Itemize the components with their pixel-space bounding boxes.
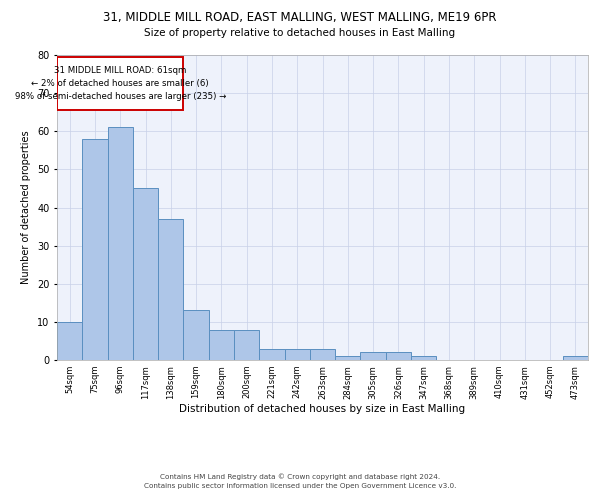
Bar (234, 330, 259, 360)
Text: 31 MIDDLE MILL ROAD: 61sqm
← 2% of detached houses are smaller (6)
98% of semi-d: 31 MIDDLE MILL ROAD: 61sqm ← 2% of detac… (14, 66, 226, 101)
Bar (184, 310, 209, 360)
Y-axis label: Number of detached properties: Number of detached properties (22, 130, 31, 284)
Bar (361, 352, 386, 360)
Text: Size of property relative to detached houses in East Malling: Size of property relative to detached ho… (145, 28, 455, 38)
Bar (335, 356, 361, 360)
Bar (158, 219, 184, 360)
Bar (259, 348, 284, 360)
Bar (57, 322, 82, 360)
X-axis label: Distribution of detached houses by size in East Malling: Distribution of detached houses by size … (179, 404, 466, 414)
Bar (563, 356, 588, 360)
Bar (209, 330, 234, 360)
Bar (310, 348, 335, 360)
Bar (284, 348, 310, 360)
Bar (82, 139, 107, 360)
Bar (386, 352, 411, 360)
FancyBboxPatch shape (57, 57, 184, 110)
Bar (107, 128, 133, 360)
Bar (411, 356, 436, 360)
Text: Contains HM Land Registry data © Crown copyright and database right 2024.
Contai: Contains HM Land Registry data © Crown c… (144, 474, 456, 489)
Bar (133, 188, 158, 360)
Text: 31, MIDDLE MILL ROAD, EAST MALLING, WEST MALLING, ME19 6PR: 31, MIDDLE MILL ROAD, EAST MALLING, WEST… (103, 11, 497, 24)
